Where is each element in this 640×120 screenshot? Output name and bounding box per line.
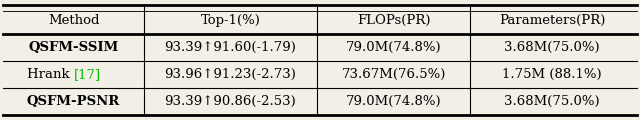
Text: QSFM-PSNR: QSFM-PSNR [27,95,120,108]
Text: QSFM-SSIM: QSFM-SSIM [28,41,119,54]
Text: 3.68M(75.0%): 3.68M(75.0%) [504,95,600,108]
Text: Hrank: Hrank [27,68,74,81]
Text: 79.0M(74.8%): 79.0M(74.8%) [346,41,442,54]
Text: 1.75M (88.1%): 1.75M (88.1%) [502,68,602,81]
Text: Parameters(PR): Parameters(PR) [499,14,605,27]
Text: [17]: [17] [74,68,100,81]
Text: 93.39↑90.86(-2.53): 93.39↑90.86(-2.53) [164,95,296,108]
Text: FLOPs(PR): FLOPs(PR) [357,14,430,27]
Text: Top-1(%): Top-1(%) [200,14,260,27]
Text: 79.0M(74.8%): 79.0M(74.8%) [346,95,442,108]
Text: Method: Method [48,14,99,27]
Text: 73.67M(76.5%): 73.67M(76.5%) [341,68,446,81]
Text: 93.96↑91.23(-2.73): 93.96↑91.23(-2.73) [164,68,296,81]
Text: 3.68M(75.0%): 3.68M(75.0%) [504,41,600,54]
Text: 93.39↑91.60(-1.79): 93.39↑91.60(-1.79) [164,41,296,54]
